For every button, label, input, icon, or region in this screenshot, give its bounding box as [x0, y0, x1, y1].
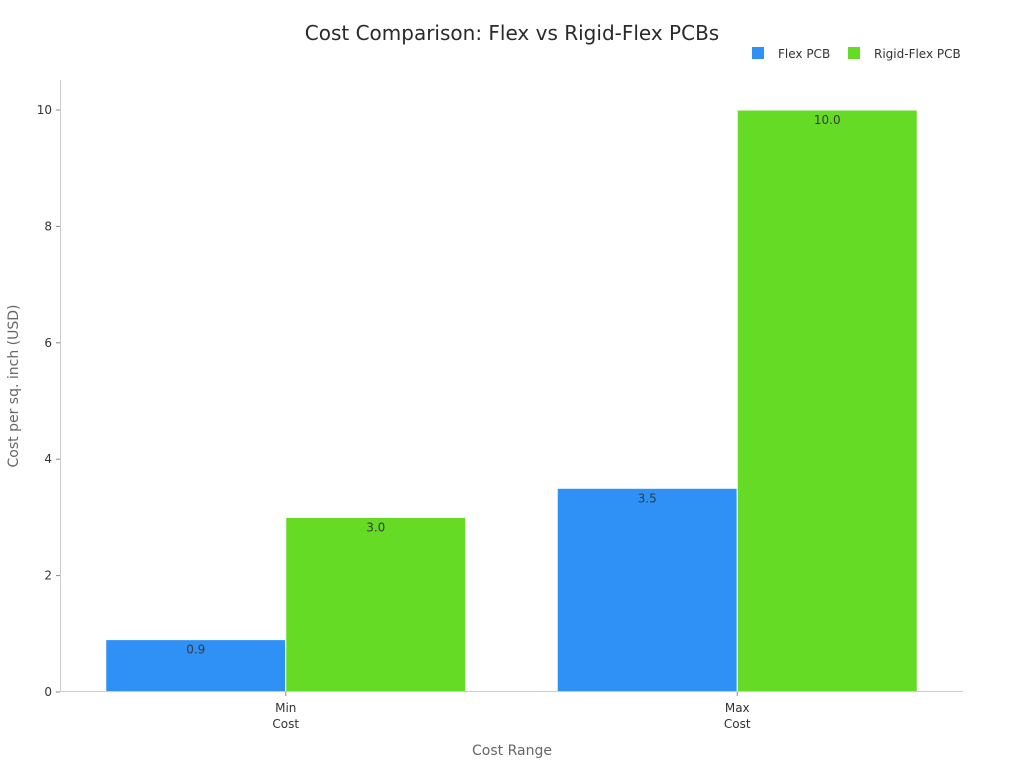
bar-rigid-flex-pcb-1 — [736, 109, 918, 693]
y-tick-label: 4 — [44, 452, 52, 466]
bar-rigid-flex-pcb-0 — [285, 516, 467, 693]
y-tick-label: 0 — [44, 685, 52, 699]
x-axis-ticks: Min Cost Max Cost — [272, 692, 751, 731]
legend-swatch — [752, 47, 764, 59]
bar-flex-pcb-0 — [105, 639, 287, 693]
chart-title: Cost Comparison: Flex vs Rigid-Flex PCBs — [305, 21, 719, 45]
legend-swatch — [848, 47, 860, 59]
y-tick-label: 8 — [44, 219, 52, 233]
plot-area: 0.9 3.0 3.5 10.0 0 2 4 6 8 10 Min Cost Max Cost — [37, 80, 963, 731]
y-tick-label: 2 — [44, 569, 52, 583]
data-label: 0.9 — [186, 643, 205, 657]
legend: Flex PCB Rigid-Flex PCB — [752, 47, 961, 61]
y-axis-ticks: 0 2 4 6 8 10 — [37, 103, 60, 699]
bars — [105, 109, 918, 693]
data-label: 3.5 — [638, 491, 657, 505]
y-tick-label: 10 — [37, 103, 52, 117]
data-labels: 0.9 3.0 3.5 10.0 — [186, 113, 840, 657]
legend-label: Rigid-Flex PCB — [874, 47, 961, 61]
bar-flex-pcb-1 — [556, 487, 738, 693]
data-label: 3.0 — [366, 520, 385, 534]
legend-label: Flex PCB — [778, 47, 830, 61]
x-tick-label: Max Cost — [724, 701, 751, 731]
x-axis-title: Cost Range — [472, 743, 552, 759]
y-axis-title: Cost per sq. inch (USD) — [6, 305, 22, 468]
data-label: 10.0 — [814, 113, 841, 127]
y-tick-label: 6 — [44, 336, 52, 350]
x-tick-label: Min Cost — [272, 701, 299, 731]
